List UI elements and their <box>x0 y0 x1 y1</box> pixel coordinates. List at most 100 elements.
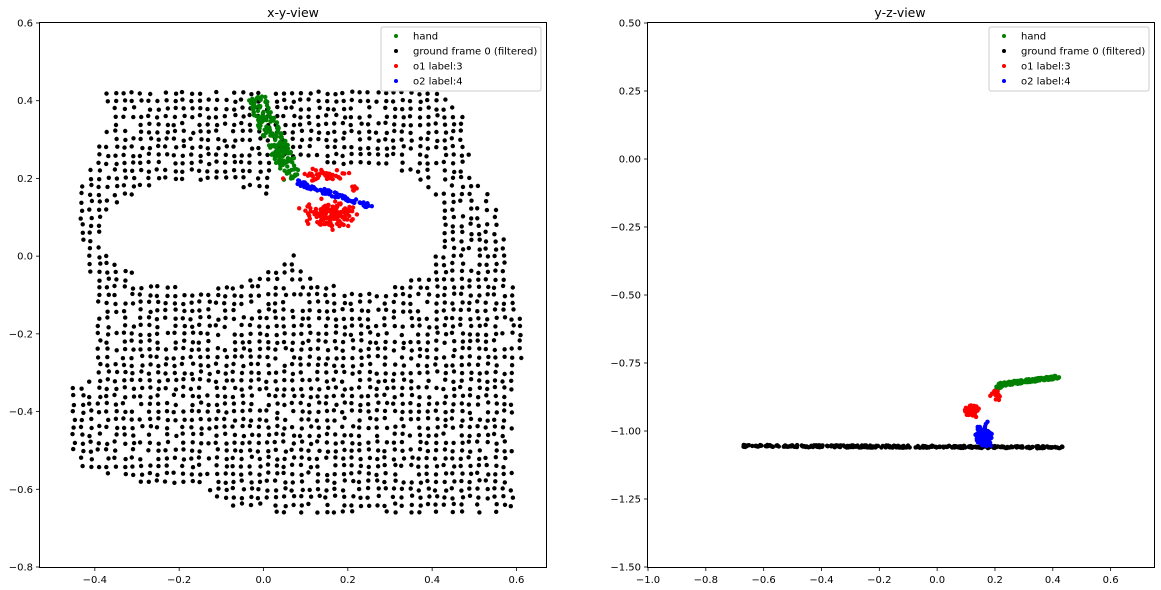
xy-point-ground <box>290 136 295 141</box>
xy-point-ground <box>435 330 440 335</box>
xy-point-ground <box>324 455 329 460</box>
xy-point-ground <box>382 392 387 397</box>
xy-point-ground <box>213 323 218 328</box>
xy-point-ground <box>71 392 76 398</box>
xy-point-ground <box>70 431 75 437</box>
xy-point-ground <box>165 122 171 128</box>
xy-point-ground <box>383 105 388 111</box>
xy-point-ground <box>316 316 322 321</box>
xy-point-ground <box>266 301 271 307</box>
xy-point-ground <box>89 464 94 470</box>
xy-point-ground <box>98 378 103 384</box>
xy-point-ground <box>340 348 345 353</box>
xy-point-ground <box>392 408 398 414</box>
yz-y-tick-label: −0.50 <box>610 291 641 302</box>
xy-point-ground <box>333 441 338 446</box>
xy-point-ground <box>351 494 356 499</box>
xy-point-ground <box>367 151 372 157</box>
xy-point-ground <box>308 346 313 352</box>
xy-point-ground <box>232 90 237 95</box>
xy-point-ground <box>300 316 305 321</box>
xy-point-ground <box>401 309 406 314</box>
xy-point-ground <box>300 377 305 383</box>
xy-point-ground <box>483 277 488 282</box>
xy-point-ground <box>139 401 144 407</box>
xy-y-tick-label: −0.6 <box>9 485 33 496</box>
xy-point-ground <box>341 98 346 104</box>
xy-point-ground <box>266 160 272 166</box>
xy-point-ground <box>281 393 286 398</box>
xy-point-ground <box>197 322 202 327</box>
xy-point-ground <box>365 122 371 127</box>
xy-point-ground <box>475 439 480 444</box>
xy-point-ground <box>257 324 262 329</box>
xy-point-ground <box>494 448 499 453</box>
xy-point-ground <box>450 192 456 198</box>
xy-point-ground <box>477 478 482 483</box>
yz-point-hand <box>994 384 999 389</box>
xy-point-ground <box>399 152 405 157</box>
xy-point-o2 <box>352 200 357 205</box>
xy-point-ground <box>400 385 405 391</box>
xy-point-o1 <box>331 214 337 219</box>
xy-point-ground <box>97 278 102 283</box>
xy-point-ground <box>163 362 169 367</box>
xy-point-ground <box>325 91 330 97</box>
xy-point-ground <box>459 370 465 376</box>
xy-point-ground <box>477 323 482 328</box>
xy-point-ground <box>206 151 211 157</box>
xy-point-ground <box>451 501 456 507</box>
xy-point-ground <box>198 363 203 368</box>
xy-point-ground <box>426 130 431 135</box>
xy-point-o1 <box>342 215 347 220</box>
xy-point-ground <box>121 114 126 120</box>
xy-point-ground <box>315 114 321 120</box>
xy-point-ground <box>493 277 498 283</box>
yz-point-o2 <box>983 433 989 438</box>
xy-point-ground <box>104 424 109 430</box>
xy-point-ground <box>408 401 413 406</box>
xy-point-ground <box>500 425 506 430</box>
xy-point-ground <box>258 136 263 141</box>
xy-point-ground <box>164 356 169 361</box>
xy-point-ground <box>356 433 362 439</box>
xy-point-ground <box>189 347 194 353</box>
xy-point-ground <box>469 216 474 221</box>
xy-point-ground <box>189 456 194 461</box>
xy-point-ground <box>435 284 440 289</box>
xy-point-ground <box>121 91 126 96</box>
xy-point-ground <box>206 338 211 344</box>
xy-point-ground <box>248 361 254 367</box>
xy-point-ground <box>222 348 228 353</box>
xy-point-ground <box>123 315 128 320</box>
xy-point-ground <box>408 339 413 345</box>
xy-point-ground <box>216 286 221 291</box>
xy-point-ground <box>441 107 446 112</box>
xy-y-tick-label: −0.4 <box>9 407 33 418</box>
xy-point-ground <box>179 89 185 95</box>
xy-point-ground <box>484 462 489 468</box>
xy-point-ground <box>434 440 439 446</box>
xy-point-ground <box>248 378 254 383</box>
xy-point-ground <box>98 261 103 266</box>
xy-point-ground <box>384 114 390 120</box>
xy-point-ground <box>384 400 390 406</box>
xy-point-ground <box>232 159 238 165</box>
xy-point-ground <box>266 277 271 282</box>
xy-point-ground <box>468 184 474 189</box>
xy-point-ground <box>468 449 473 454</box>
xy-point-ground <box>241 175 246 180</box>
xy-point-ground <box>78 216 83 221</box>
xy-point-ground <box>282 456 287 462</box>
xy-point-ground <box>256 433 262 438</box>
xy-point-ground <box>366 160 372 165</box>
xy-point-ground <box>500 331 505 336</box>
xy-point-ground <box>257 417 262 422</box>
xy-point-ground <box>409 502 414 508</box>
xy-point-ground <box>71 425 76 430</box>
xy-point-ground <box>106 417 111 423</box>
xy-point-ground <box>129 90 134 95</box>
xy-point-ground <box>342 494 347 499</box>
xy-point-ground <box>350 355 355 361</box>
xy-point-ground <box>147 146 153 151</box>
